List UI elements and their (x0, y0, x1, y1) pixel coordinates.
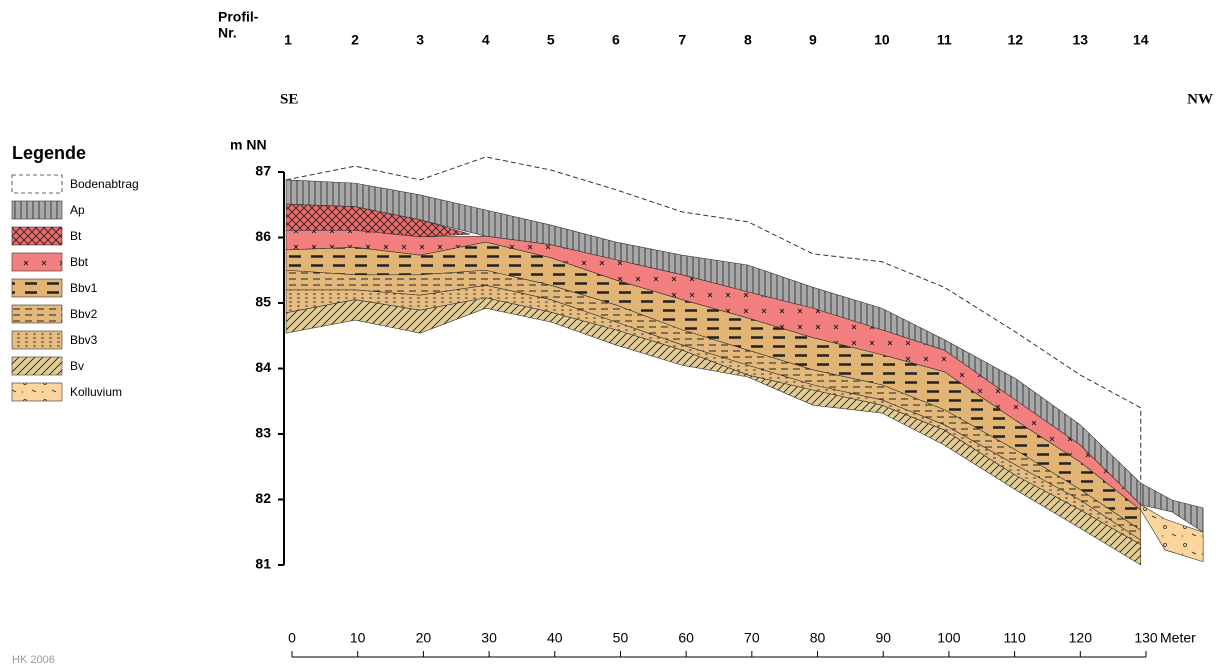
profile-number: 4 (482, 32, 490, 48)
profile-number: 10 (874, 32, 890, 48)
legend-label: Bodenabtrag (70, 177, 139, 191)
legend-swatch (12, 279, 62, 297)
profile-header: Profil- (218, 9, 259, 25)
profile-number: 8 (744, 32, 752, 48)
profile-number: 2 (351, 32, 359, 48)
legend-swatch (12, 201, 62, 219)
legend-label: Bbt (70, 255, 89, 269)
y-tick-label: 84 (255, 359, 271, 375)
y-tick-label: 81 (255, 556, 271, 572)
legend-swatch (12, 331, 62, 349)
profile-number: 6 (612, 32, 620, 48)
x-tick-label: 80 (810, 630, 826, 646)
y-tick-label: 82 (255, 490, 271, 506)
y-tick-label: 87 (255, 163, 271, 179)
legend-label: Kolluvium (70, 385, 122, 399)
profile-number: 9 (809, 32, 817, 48)
profile-number: 1 (284, 32, 292, 48)
legend-label: Bt (70, 229, 82, 243)
chart: Profil- Nr. SE NW m NN Legende Meter HK … (0, 0, 1219, 666)
legend-swatch (12, 253, 62, 271)
legend-swatch (12, 357, 62, 375)
x-tick-label: 120 (1069, 630, 1093, 646)
x-tick-label: 70 (744, 630, 760, 646)
x-tick-label: 60 (678, 630, 694, 646)
x-axis-label: Meter (1160, 630, 1196, 646)
y-tick-label: 86 (255, 228, 271, 244)
legend-swatch (12, 305, 62, 323)
legend-label: Bbv3 (70, 333, 98, 347)
y-tick-label: 83 (255, 425, 271, 441)
credit: HK 2006 (12, 654, 55, 666)
legend-swatch (12, 175, 62, 193)
direction-label: NW (1187, 91, 1213, 107)
legend-title: Legende (12, 143, 86, 163)
profile-number: 5 (547, 32, 555, 48)
profile-number: 14 (1133, 32, 1149, 48)
x-tick-label: 90 (875, 630, 891, 646)
profile-header: Nr. (218, 25, 237, 41)
legend-label: Bv (70, 359, 84, 373)
legend-swatch (12, 227, 62, 245)
x-tick-label: 30 (481, 630, 497, 646)
y-tick-label: 85 (255, 294, 271, 310)
direction-label: SE (280, 91, 298, 107)
x-tick-label: 20 (416, 630, 432, 646)
profile-number: 12 (1007, 32, 1023, 48)
legend-swatch (12, 383, 62, 401)
x-tick-label: 10 (350, 630, 366, 646)
profile-number: 7 (678, 32, 686, 48)
legend-label: Ap (70, 203, 85, 217)
x-tick-label: 130 (1134, 630, 1158, 646)
profile-number: 3 (416, 32, 424, 48)
x-tick-label: 110 (1003, 630, 1026, 646)
profile-number: 13 (1073, 32, 1089, 48)
x-tick-label: 40 (547, 630, 563, 646)
x-tick-label: 0 (288, 630, 296, 646)
x-tick-label: 100 (937, 630, 961, 646)
legend-label: Bbv1 (70, 281, 98, 295)
profile-number: 11 (937, 32, 952, 48)
legend-label: Bbv2 (70, 307, 98, 321)
y-axis-label: m NN (230, 137, 267, 153)
x-tick-label: 50 (613, 630, 629, 646)
